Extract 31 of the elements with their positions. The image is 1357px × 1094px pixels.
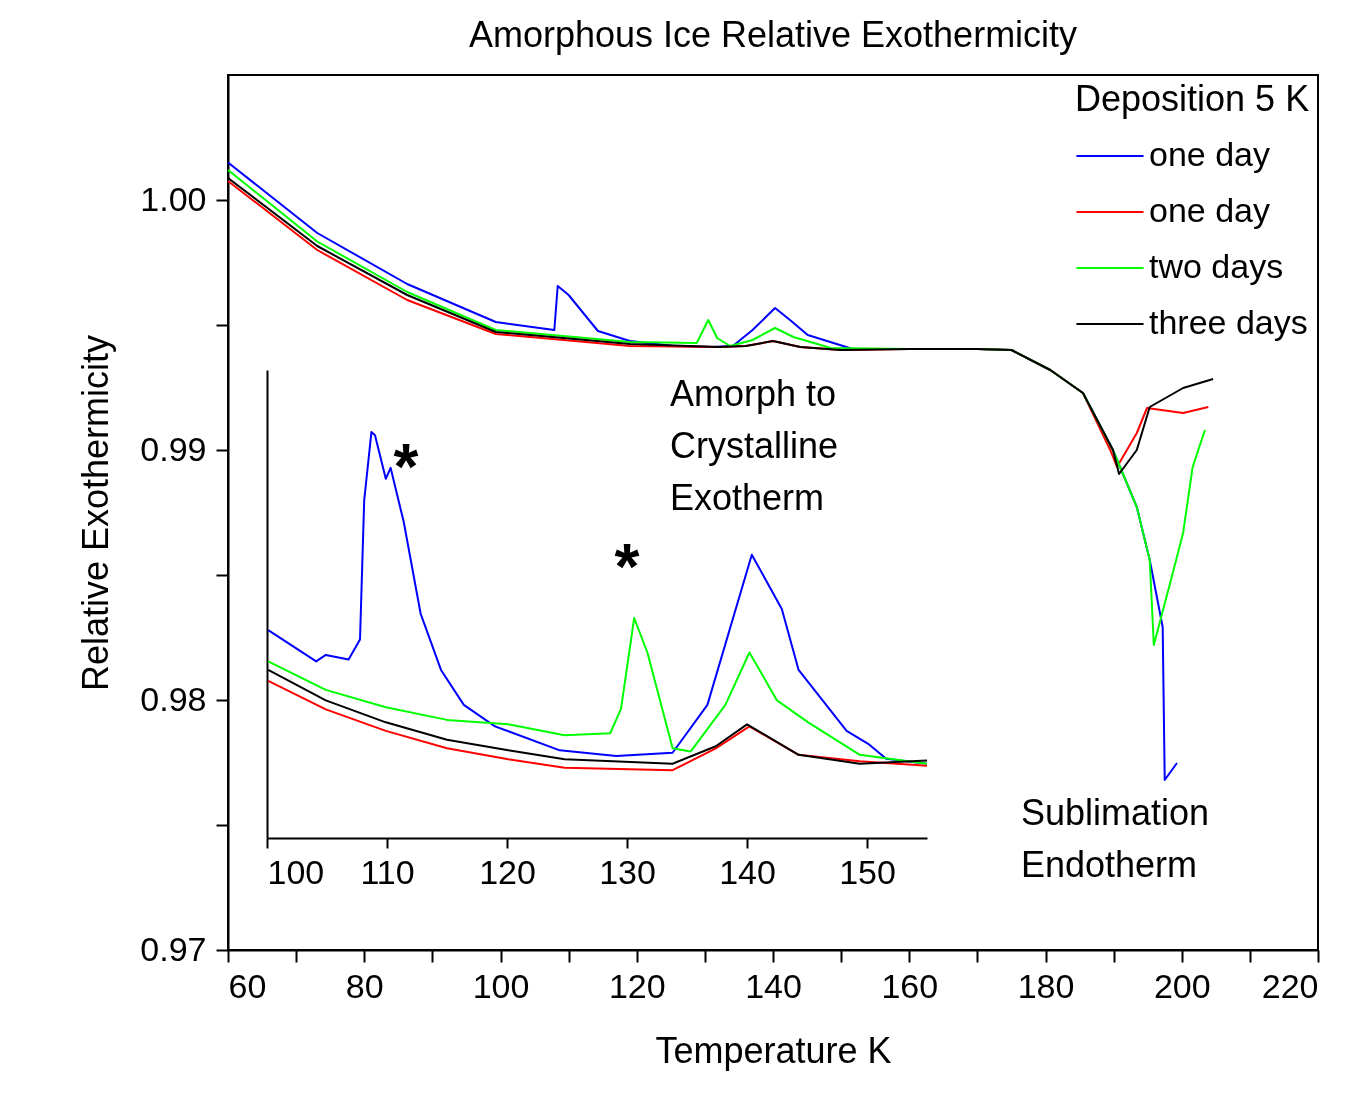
legend-title: Deposition 5 K: [1075, 78, 1310, 119]
x-tick-label: 140: [745, 966, 802, 1005]
y-tick-label: 1.00: [140, 179, 207, 218]
y-axis-title: Relative Exothermicity: [75, 334, 117, 692]
legend-label: two days: [1149, 247, 1284, 285]
annotation: Amorph to Crystalline Exotherm: [670, 373, 839, 518]
x-tick-label: 100: [472, 966, 530, 1005]
x-tick-label: 110: [360, 852, 415, 891]
x-tick-label: 220: [1261, 966, 1319, 1005]
y-tick-label: 0.98: [140, 679, 207, 718]
legend-label: one day: [1149, 135, 1270, 173]
x-tick-label: 100: [267, 852, 325, 891]
y-tick-label: 0.97: [140, 929, 207, 968]
x-tick-label: 130: [599, 852, 656, 891]
x-tick-label: 120: [608, 966, 666, 1005]
x-tick-label: 180: [1017, 966, 1075, 1005]
chart-title: Amorphous Ice Relative Exothermicity: [468, 14, 1078, 55]
x-tick-label: 60: [228, 966, 267, 1005]
x-tick-label: 150: [839, 852, 896, 891]
x-tick-label: 120: [479, 852, 536, 891]
annotation: *: [393, 431, 419, 503]
x-tick-label: 200: [1153, 966, 1211, 1005]
x-axis-title: Temperature K: [655, 1029, 892, 1071]
annotation: *: [614, 531, 640, 603]
legend-label: three days: [1149, 303, 1308, 341]
x-tick-label: 140: [719, 852, 776, 891]
annotation: Sublimation Endotherm: [1021, 792, 1210, 885]
legend-label: one day: [1149, 191, 1270, 229]
x-tick-label: 80: [345, 966, 384, 1005]
x-tick-label: 160: [881, 966, 939, 1005]
y-tick-label: 0.99: [140, 429, 207, 468]
